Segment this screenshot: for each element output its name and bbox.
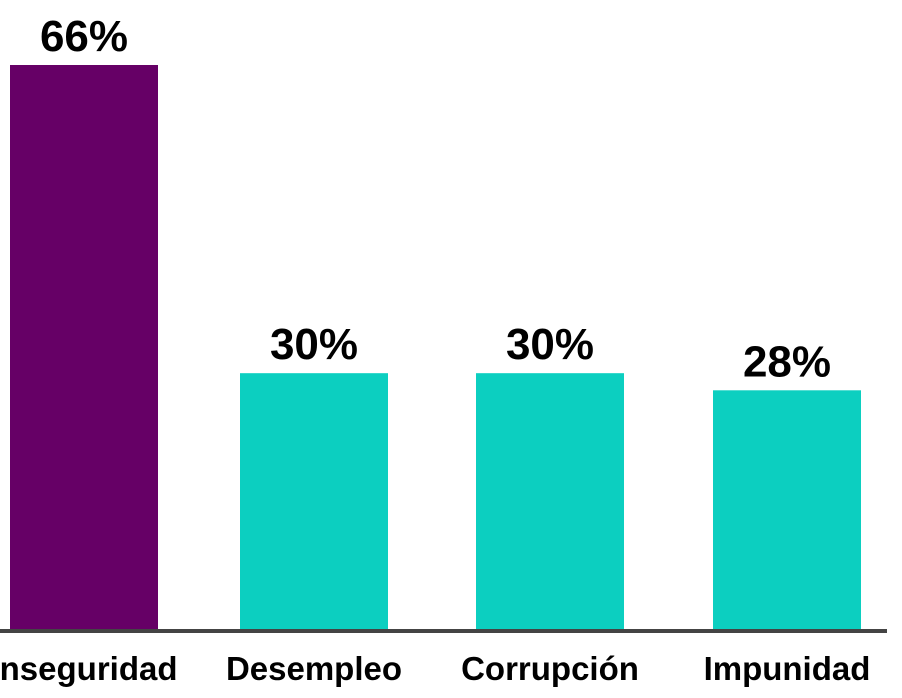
value-label: 66% [40, 12, 128, 61]
value-label: 30% [506, 320, 594, 369]
bar [10, 65, 158, 630]
x-tick-label: Impunidad [704, 650, 871, 687]
x-tick-label: Corrupción [461, 650, 639, 687]
bar [713, 390, 861, 630]
value-label: 28% [743, 337, 831, 386]
value-label: 30% [270, 320, 358, 369]
bar [240, 373, 388, 630]
x-tick-label: Inseguridad [0, 650, 178, 687]
x-tick-label: Desempleo [226, 650, 402, 687]
bar [476, 373, 624, 630]
